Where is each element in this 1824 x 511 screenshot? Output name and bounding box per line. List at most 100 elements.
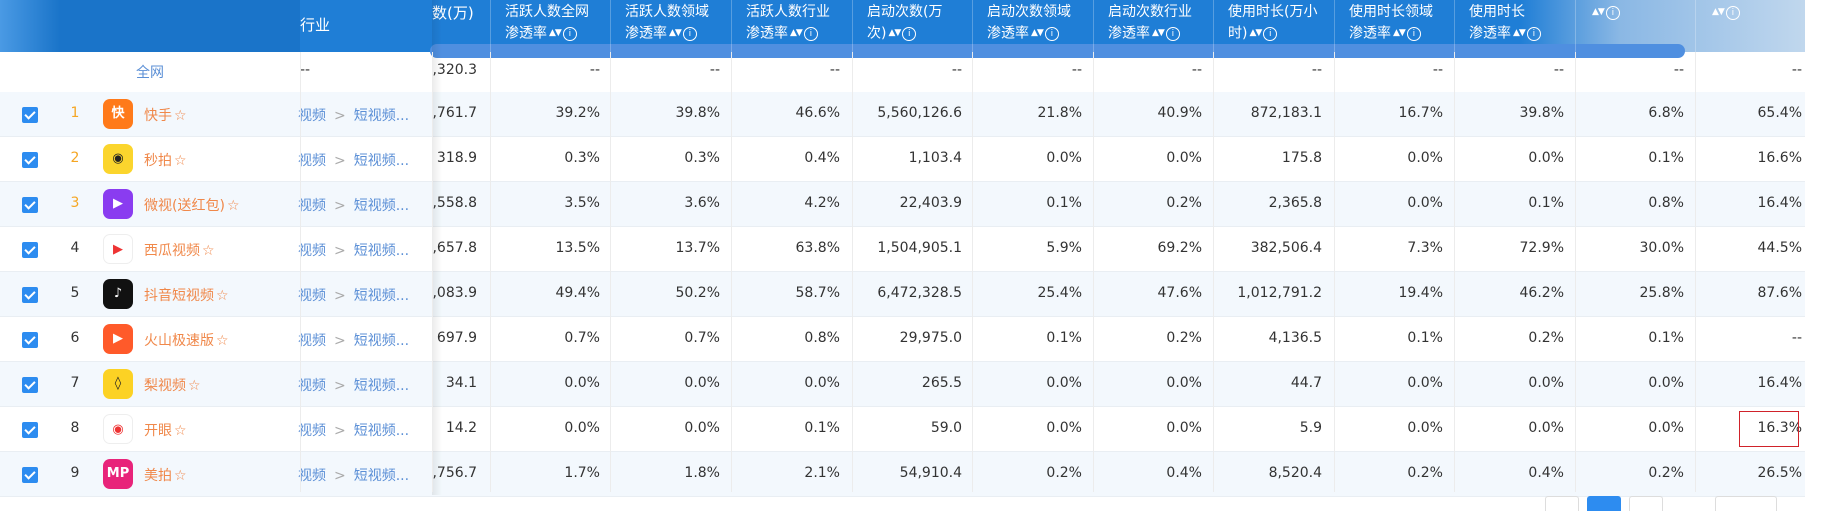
- info-icon[interactable]: i: [1725, 5, 1740, 20]
- info-icon[interactable]: i: [1263, 26, 1278, 41]
- category-breadcrumb[interactable]: 视频 > 短视频...: [298, 285, 409, 305]
- category-secondary[interactable]: 短视频...: [353, 378, 410, 394]
- favorite-star-icon[interactable]: ☆: [216, 333, 229, 349]
- row-checkbox[interactable]: [22, 467, 38, 483]
- table-row[interactable]: 6 ▶ 火山极速版 ☆ 视频 > 短视频... 697.9 0.7% 0.7% 0.8% 29,975…: [0, 317, 1805, 362]
- column-header-11[interactable]: ▲▼ i: [1695, 0, 1815, 52]
- category-primary[interactable]: 视频: [298, 243, 326, 259]
- row-checkbox[interactable]: [22, 107, 38, 123]
- table-row[interactable]: 5 ♪ 抖音短视频 ☆ 视频 > 短视频... ,083.9 49.4% 50.2% 58.7% 6,…: [0, 272, 1805, 317]
- info-icon[interactable]: i: [1406, 26, 1421, 41]
- info-icon[interactable]: i: [1044, 26, 1059, 41]
- info-icon[interactable]: i: [1165, 26, 1180, 41]
- category-breadcrumb[interactable]: 视频 > 短视频...: [298, 195, 409, 215]
- info-icon[interactable]: i: [682, 26, 697, 41]
- info-icon[interactable]: i: [902, 26, 917, 41]
- category-primary[interactable]: 视频: [298, 108, 326, 124]
- table-row[interactable]: 3 ▶ 微视(送红包) ☆ 视频 > 短视频... ,558.8 3.5% 3.6% 4.2% 22,…: [0, 182, 1805, 227]
- column-header-1[interactable]: 活跃人数全网 渗透率 ▲▼ i: [490, 0, 610, 52]
- row-checkbox[interactable]: [22, 242, 38, 258]
- info-icon[interactable]: i: [562, 26, 577, 41]
- column-header-5[interactable]: 启动次数领域 渗透率 ▲▼ i: [972, 0, 1092, 52]
- sort-icon[interactable]: ▲▼: [1031, 28, 1044, 38]
- column-header-9[interactable]: 使用时长 渗透率 ▲▼ i: [1454, 0, 1574, 52]
- app-name-link[interactable]: 西瓜视频 ☆: [144, 240, 215, 260]
- category-primary[interactable]: 视频: [298, 378, 326, 394]
- sort-icon[interactable]: ▲▼: [549, 28, 562, 38]
- pager-next-button[interactable]: [1629, 496, 1663, 511]
- column-header-10[interactable]: ▲▼ i: [1575, 0, 1695, 52]
- table-row[interactable]: 2 ◉ 秒拍 ☆ 视频 > 短视频... 318.9 0.3% 0.3% 0.4% 1,103.4 0.…: [0, 137, 1805, 182]
- category-primary[interactable]: 视频: [298, 333, 326, 349]
- sort-icon[interactable]: ▲▼: [1393, 28, 1406, 38]
- app-name-link[interactable]: 快手 ☆: [144, 105, 187, 125]
- category-secondary[interactable]: 短视频...: [353, 423, 410, 439]
- miaopai-icon[interactable]: ◉: [103, 144, 133, 174]
- app-name-link[interactable]: 抖音短视频 ☆: [144, 285, 229, 305]
- info-icon[interactable]: i: [1526, 26, 1541, 41]
- category-breadcrumb[interactable]: 视频 > 短视频...: [298, 105, 409, 125]
- category-primary[interactable]: 视频: [298, 288, 326, 304]
- column-header-6[interactable]: 启动次数行业 渗透率 ▲▼ i: [1093, 0, 1213, 52]
- douyin-icon[interactable]: ♪: [103, 279, 133, 309]
- favorite-star-icon[interactable]: ☆: [188, 378, 201, 394]
- info-icon[interactable]: i: [1605, 5, 1620, 20]
- table-row[interactable]: 8 ◉ 开眼 ☆ 视频 > 短视频... 14.2 0.0% 0.0% 0.1% 59.0 0.0% 0.…: [0, 407, 1805, 452]
- app-name-link[interactable]: 微视(送红包) ☆: [144, 195, 240, 215]
- category-secondary[interactable]: 短视频...: [353, 288, 410, 304]
- table-row[interactable]: 1 快快手 ☆ 视频 > 短视频... ,761.7 39.2% 39.8% 46.6% 5,560…: [0, 92, 1805, 137]
- weishi-icon[interactable]: ▶: [103, 189, 133, 219]
- category-breadcrumb[interactable]: 视频 > 短视频...: [298, 420, 409, 440]
- table-row[interactable]: 9 MP 美拍 ☆ 视频 > 短视频... ,756.7 1.7% 1.8% 2.1% 54,910.…: [0, 452, 1805, 497]
- sort-icon[interactable]: ▲▼: [888, 28, 901, 38]
- row-checkbox[interactable]: [22, 287, 38, 303]
- column-header-2[interactable]: 活跃人数领域 渗透率 ▲▼ i: [610, 0, 730, 52]
- favorite-star-icon[interactable]: ☆: [216, 288, 229, 304]
- info-icon[interactable]: i: [803, 26, 818, 41]
- lishipin-icon[interactable]: ◊: [103, 369, 133, 399]
- app-name-link[interactable]: 秒拍 ☆: [144, 150, 187, 170]
- table-row[interactable]: 4 ▶ 西瓜视频 ☆ 视频 > 短视频... ,657.8 13.5% 13.7% 63.8% 1,5…: [0, 227, 1805, 272]
- sort-icon[interactable]: ▲▼: [1592, 7, 1605, 17]
- sort-icon[interactable]: ▲▼: [669, 28, 682, 38]
- favorite-star-icon[interactable]: ☆: [226, 198, 240, 214]
- column-header-8[interactable]: 使用时长领域 渗透率 ▲▼ i: [1334, 0, 1454, 52]
- row-checkbox[interactable]: [22, 377, 38, 393]
- column-header-7[interactable]: 使用时长(万小 时) ▲▼ i: [1213, 0, 1333, 52]
- huoshan-icon[interactable]: ▶: [103, 324, 133, 354]
- favorite-star-icon[interactable]: ☆: [174, 153, 187, 169]
- category-primary[interactable]: 视频: [298, 468, 326, 484]
- app-name-link[interactable]: 开眼 ☆: [144, 420, 187, 440]
- category-secondary[interactable]: 短视频...: [353, 198, 410, 214]
- meipai-icon[interactable]: MP: [103, 459, 133, 489]
- column-header-4[interactable]: 启动次数(万 次) ▲▼ i: [852, 0, 972, 52]
- sort-icon[interactable]: ▲▼: [1152, 28, 1165, 38]
- app-name-link[interactable]: 梨视频 ☆: [144, 375, 201, 395]
- table-row[interactable]: 7 ◊ 梨视频 ☆ 视频 > 短视频... 34.1 0.0% 0.0% 0.0% 265.5 0.0%…: [0, 362, 1805, 407]
- favorite-star-icon[interactable]: ☆: [202, 243, 215, 259]
- app-name-link[interactable]: 美拍 ☆: [144, 465, 187, 485]
- column-header-3[interactable]: 活跃人数行业 渗透率 ▲▼ i: [731, 0, 851, 52]
- kaiyan-icon[interactable]: ◉: [103, 414, 133, 444]
- sort-icon[interactable]: ▲▼: [1249, 28, 1262, 38]
- category-breadcrumb[interactable]: 视频 > 短视频...: [298, 240, 409, 260]
- category-primary[interactable]: 视频: [298, 153, 326, 169]
- kuaishou-icon[interactable]: 快: [103, 99, 133, 129]
- app-name-link[interactable]: 火山极速版 ☆: [144, 330, 229, 350]
- category-breadcrumb[interactable]: 视频 > 短视频...: [298, 465, 409, 485]
- horizontal-scrollbar[interactable]: [430, 44, 1685, 58]
- category-primary[interactable]: 视频: [298, 198, 326, 214]
- category-breadcrumb[interactable]: 视频 > 短视频...: [298, 375, 409, 395]
- category-secondary[interactable]: 短视频...: [353, 153, 410, 169]
- favorite-star-icon[interactable]: ☆: [174, 423, 187, 439]
- category-secondary[interactable]: 短视频...: [353, 333, 410, 349]
- pager-page-button[interactable]: [1587, 496, 1621, 511]
- row-checkbox[interactable]: [22, 422, 38, 438]
- category-secondary[interactable]: 短视频...: [353, 243, 410, 259]
- pager-prev-button[interactable]: [1545, 496, 1579, 511]
- row-checkbox[interactable]: [22, 332, 38, 348]
- category-primary[interactable]: 视频: [298, 423, 326, 439]
- category-breadcrumb[interactable]: 视频 > 短视频...: [298, 150, 409, 170]
- sort-icon[interactable]: ▲▼: [1513, 28, 1526, 38]
- pager-size-select[interactable]: [1715, 496, 1777, 511]
